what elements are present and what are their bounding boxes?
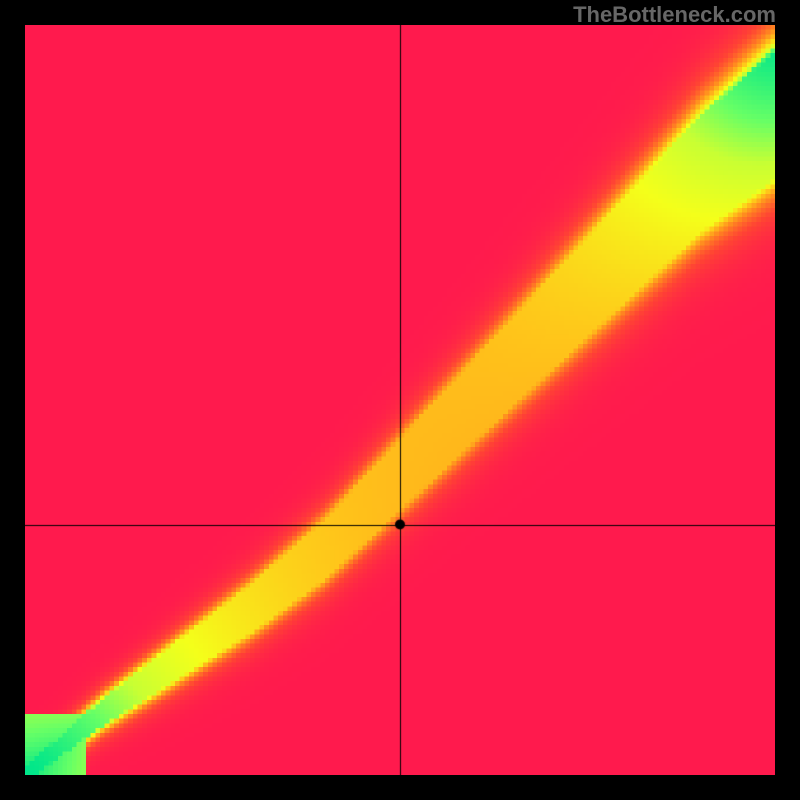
- watermark-text: TheBottleneck.com: [573, 2, 776, 28]
- crosshair-overlay: [25, 25, 775, 775]
- chart-container: TheBottleneck.com: [0, 0, 800, 800]
